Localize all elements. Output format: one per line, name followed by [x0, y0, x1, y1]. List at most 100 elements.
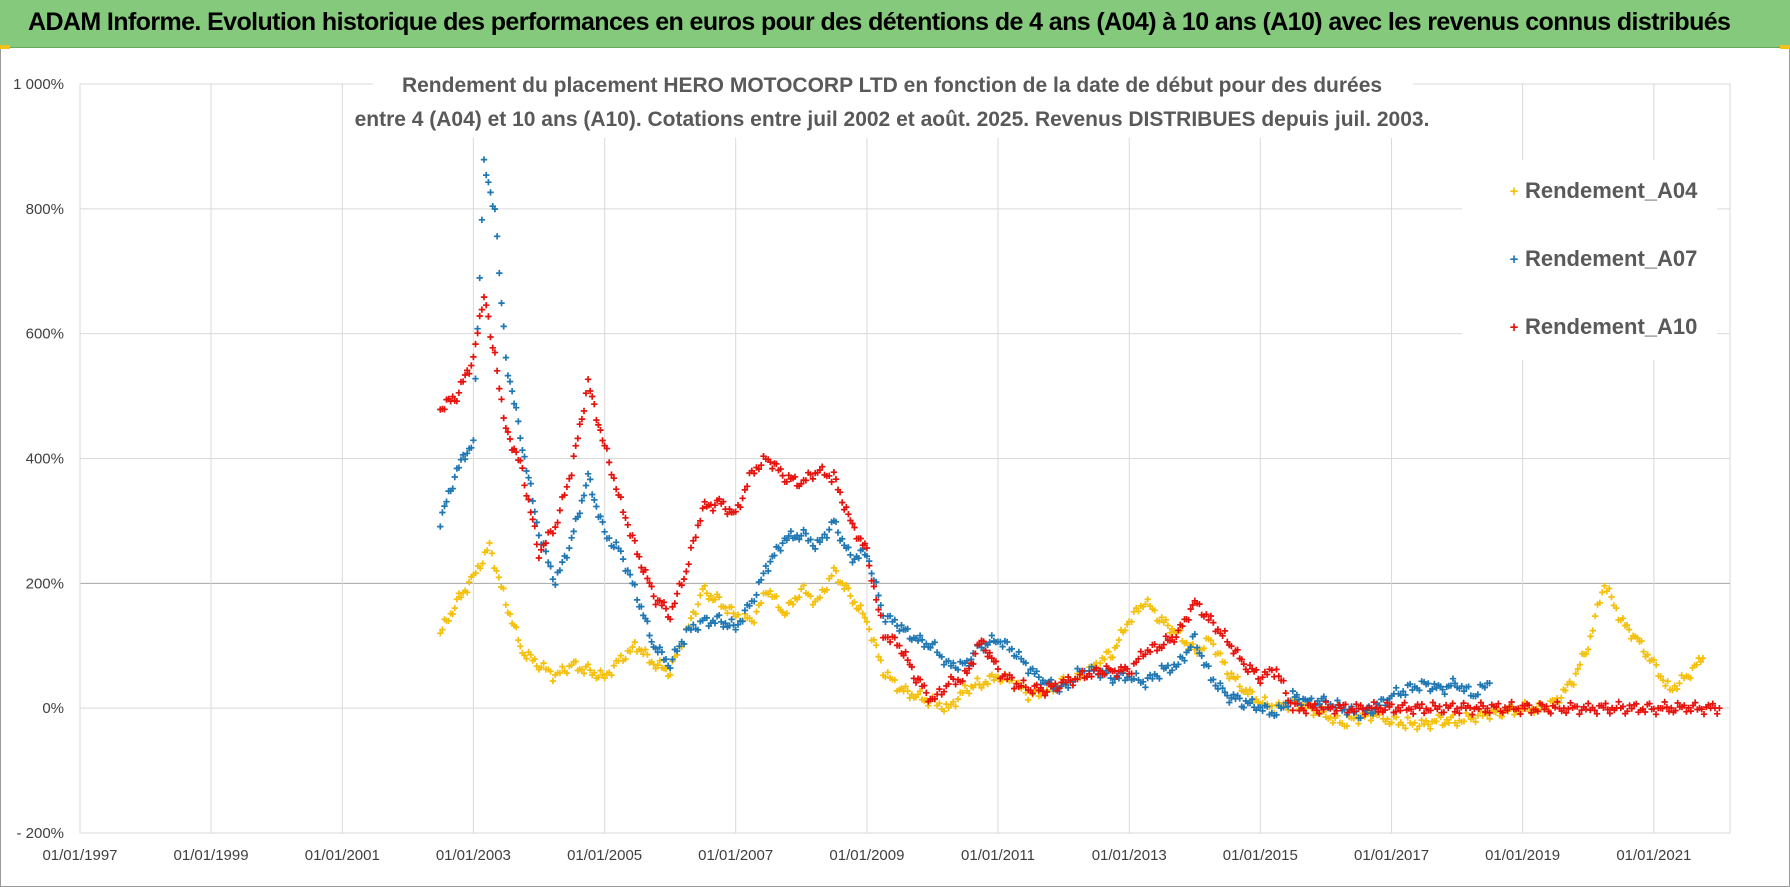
data-point [914, 691, 922, 698]
data-point [921, 682, 928, 689]
data-point [1166, 629, 1174, 636]
data-point [789, 601, 797, 608]
data-point [1664, 678, 1671, 685]
data-point [868, 570, 875, 577]
data-point [1187, 605, 1194, 613]
data-point [830, 469, 838, 476]
data-point [1441, 690, 1448, 698]
data-point [1067, 677, 1074, 684]
data-point [523, 467, 530, 475]
data-point [439, 509, 446, 516]
data-point [896, 627, 903, 635]
data-point [461, 456, 469, 463]
data-point [519, 447, 526, 454]
x-tick-label: 01/01/2007 [698, 847, 773, 864]
data-point [1525, 702, 1533, 709]
data-point [851, 524, 858, 531]
data-point [477, 565, 484, 572]
data-point [873, 596, 880, 603]
data-point [728, 603, 735, 611]
data-point [489, 344, 496, 351]
data-point [1142, 651, 1149, 658]
data-point [1567, 699, 1574, 707]
data-point [580, 670, 588, 677]
data-point [1124, 665, 1131, 673]
data-point [1109, 654, 1116, 661]
data-point [1351, 708, 1358, 715]
data-point [802, 530, 810, 537]
x-tick-label: 01/01/2017 [1354, 847, 1429, 864]
data-point [1219, 685, 1226, 692]
data-point [986, 649, 993, 656]
data-point [1698, 706, 1705, 713]
data-point [1205, 616, 1212, 624]
data-point [453, 596, 461, 603]
data-point [650, 593, 657, 600]
data-point [866, 562, 873, 569]
data-point [875, 592, 882, 599]
data-point [1591, 707, 1598, 714]
data-point [1198, 652, 1205, 660]
data-point [466, 370, 473, 377]
data-point [474, 330, 481, 337]
data-point [1309, 704, 1316, 712]
data-point [972, 650, 979, 657]
data-point [662, 605, 670, 612]
data-point [1156, 618, 1163, 625]
data-point [703, 614, 710, 622]
data-point [1657, 673, 1664, 680]
data-point [1558, 694, 1565, 701]
data-point [525, 474, 532, 481]
data-point [1128, 618, 1135, 625]
data-point [597, 426, 604, 434]
data-point [535, 554, 543, 562]
data-point [1221, 627, 1229, 635]
data-point [502, 425, 510, 432]
data-point [1302, 710, 1310, 717]
data-point [552, 523, 559, 531]
data-point [974, 675, 981, 682]
data-point [1018, 682, 1025, 689]
data-point [976, 640, 983, 648]
data-point [1185, 616, 1192, 624]
data-point [1088, 673, 1095, 680]
x-tick-label: 01/01/2005 [567, 847, 642, 864]
data-point [916, 676, 924, 683]
data-point [1404, 714, 1411, 721]
data-point [599, 437, 606, 444]
data-point [1185, 647, 1192, 654]
data-point [851, 598, 858, 606]
data-point [1504, 707, 1511, 714]
data-point [642, 566, 649, 574]
data-point [478, 216, 486, 223]
data-point [965, 665, 973, 672]
data-point [1170, 638, 1178, 646]
data-point [1004, 638, 1011, 646]
data-point [1716, 704, 1723, 712]
series-Rendement_A10 [437, 293, 1723, 718]
data-point [1640, 648, 1647, 655]
legend-background [1462, 160, 1717, 360]
data-point [1275, 672, 1282, 680]
data-point [984, 680, 991, 688]
data-point [1217, 650, 1224, 657]
legend-label-a04: Rendement_A04 [1525, 178, 1698, 203]
data-point [1337, 705, 1345, 712]
x-tick-label: 01/01/2021 [1616, 847, 1691, 864]
data-point [699, 585, 706, 593]
data-point [1011, 685, 1018, 692]
x-tick-label: 01/01/2015 [1223, 847, 1298, 864]
data-point [692, 534, 699, 541]
data-point [443, 498, 450, 505]
data-point [1142, 601, 1149, 608]
data-point [540, 659, 547, 667]
data-point [703, 590, 710, 597]
data-point [1113, 642, 1121, 649]
data-point [556, 669, 564, 677]
data-point [1135, 608, 1142, 615]
data-point [1619, 615, 1627, 622]
data-point [574, 435, 581, 442]
data-point [1056, 685, 1063, 692]
data-point [504, 372, 512, 379]
data-point [1308, 695, 1315, 702]
